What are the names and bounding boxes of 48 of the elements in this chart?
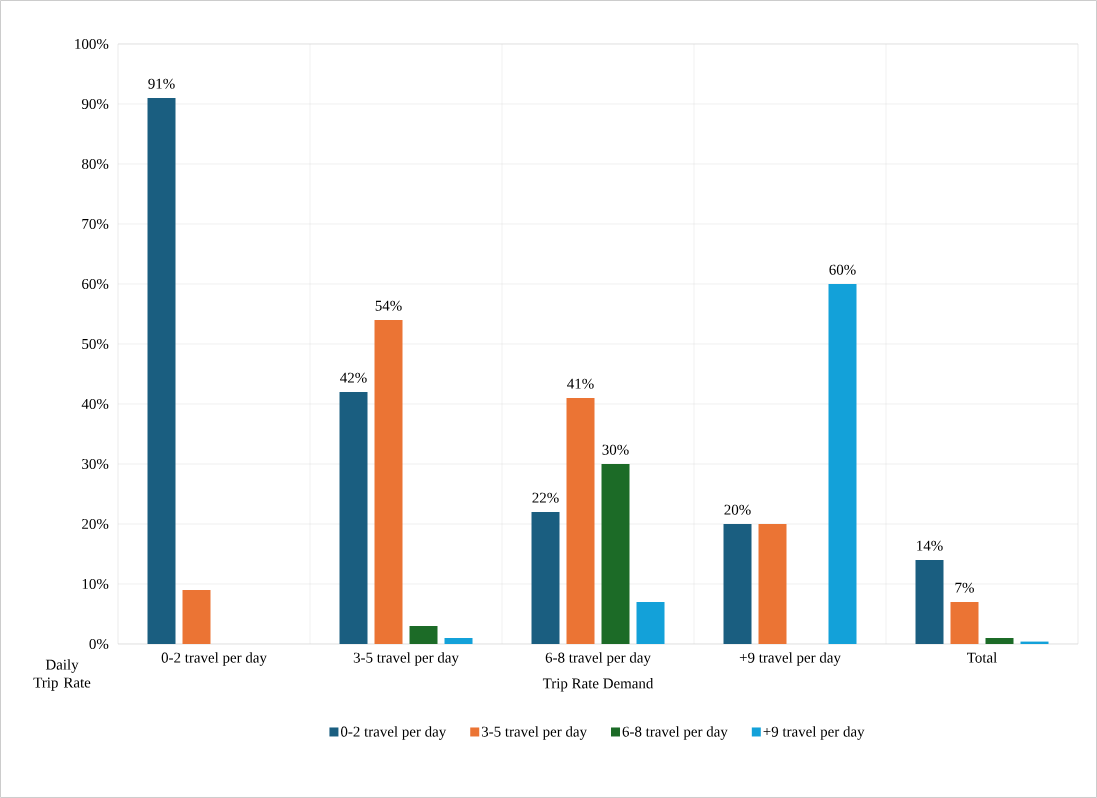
bar (374, 319, 403, 644)
bar (339, 391, 368, 644)
y-tick-label: 0% (89, 638, 109, 650)
x-tick-label: 0-2 travel per day (161, 652, 267, 666)
data-label: 42% (340, 372, 367, 383)
legend-label: 3-5 travel per day (481, 726, 587, 740)
bar (636, 601, 665, 644)
legend-label: 0-2 travel per day (340, 726, 447, 740)
bar (915, 559, 944, 644)
bar (182, 589, 211, 644)
legend-label: +9 travel per day (763, 726, 865, 740)
y-tick-label: 20% (82, 518, 109, 530)
y-tick-label: 100% (75, 38, 109, 50)
data-label: 14% (917, 540, 943, 551)
y-tick-label: 60% (82, 278, 109, 290)
bar (758, 523, 787, 644)
bar (444, 637, 473, 644)
data-label: 20% (724, 504, 751, 515)
x-axis-title: Trip Rate Demand (542, 677, 654, 692)
bar (531, 511, 560, 644)
bar (147, 97, 176, 644)
x-tick-label: 3-5 travel per day (353, 652, 459, 666)
x-tick-label: Total (967, 652, 997, 663)
y-tick-label: 10% (82, 578, 109, 590)
text: Daily Trip Rate (33, 659, 91, 691)
data-label: 22% (532, 492, 559, 503)
data-label: 7% (955, 582, 974, 593)
data-label: 41% (567, 378, 594, 389)
data-label: 60% (829, 264, 856, 275)
y-tick-label: 30% (82, 458, 109, 470)
data-label: 30% (602, 444, 629, 455)
y-tick-label: 50% (82, 338, 109, 350)
bar (723, 523, 752, 644)
legend-label: 6-8 travel per day (622, 726, 728, 740)
data-label: 91% (148, 78, 175, 89)
x-tick-label: 6-8 travel per day (545, 652, 651, 666)
bar (985, 637, 1014, 644)
y-tick-label: 80% (82, 158, 109, 170)
bar (828, 283, 857, 644)
bar (950, 601, 979, 644)
data-label: 54% (375, 300, 402, 311)
x-tick-label: +9 travel per day (739, 652, 841, 666)
bar (566, 397, 595, 644)
y-tick-label: 70% (82, 218, 109, 230)
bar (409, 625, 438, 644)
y-tick-label: 40% (81, 398, 109, 410)
y-tick-label: 90% (81, 98, 109, 110)
bar (601, 463, 630, 644)
